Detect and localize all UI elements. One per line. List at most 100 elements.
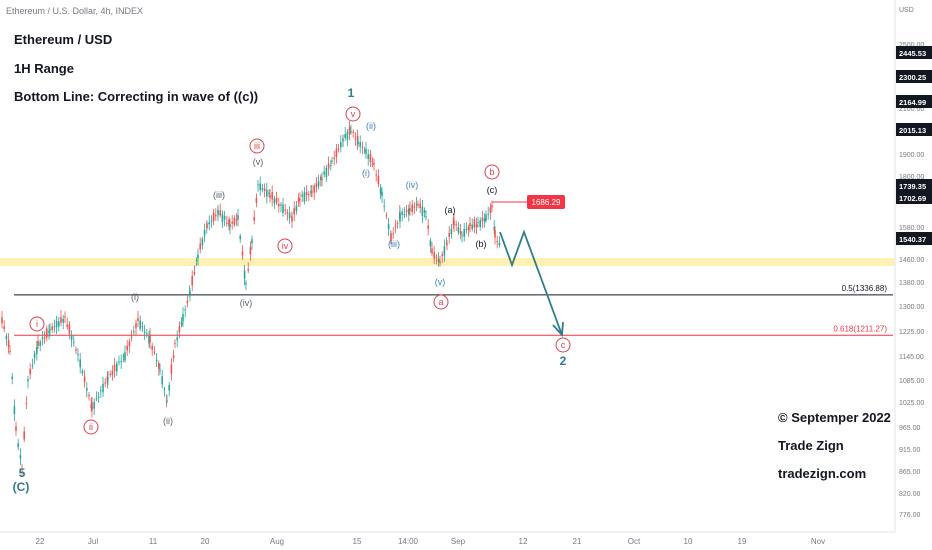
time-tick-label: Sep — [451, 537, 466, 546]
candle-body — [143, 331, 146, 333]
price-tick-label: 1085.00 — [899, 378, 924, 385]
wave-label: (iii) — [388, 239, 400, 249]
candle-body — [359, 142, 361, 147]
candle-body — [237, 215, 239, 220]
candle-body — [199, 243, 201, 250]
candle-body — [408, 208, 410, 215]
candle-body — [55, 320, 58, 328]
candle-body — [375, 174, 377, 176]
wave-label: (a) — [445, 205, 456, 215]
candle-body — [491, 205, 493, 208]
candle-body — [97, 396, 100, 398]
wave-label-circle — [433, 294, 449, 310]
candle-body — [463, 228, 465, 237]
candle-body — [481, 217, 484, 222]
candle-body — [269, 194, 271, 199]
candle-body — [60, 317, 62, 323]
price-tick-label: 2500.00 — [899, 42, 924, 49]
candle-body — [13, 406, 16, 415]
candle-body — [158, 363, 160, 369]
candle-body — [253, 216, 255, 221]
candle-body — [396, 222, 399, 224]
wave-label: (b) — [476, 239, 487, 249]
candle-body — [245, 282, 247, 285]
candle-body — [377, 175, 380, 185]
price-badge-text: 2445.53 — [899, 49, 926, 58]
candle-body — [417, 204, 419, 206]
price-tick-label: 1300.00 — [899, 304, 924, 311]
candle-body — [331, 160, 333, 162]
candle-body — [333, 157, 335, 159]
candle-body — [450, 228, 453, 235]
candle-body — [113, 364, 116, 371]
price-badge-text: 2300.25 — [899, 73, 926, 82]
candle-body — [392, 233, 394, 235]
price-badge-text: 1540.37 — [899, 235, 926, 244]
projection-arrowhead — [552, 321, 564, 338]
candle-body — [337, 148, 340, 150]
price-badge — [896, 191, 932, 204]
candle-body — [303, 192, 306, 202]
candle-body — [137, 317, 139, 321]
candle-body — [81, 370, 84, 374]
wave-label: (i) — [131, 292, 139, 302]
candle-body — [394, 225, 397, 227]
candle-body — [107, 377, 109, 379]
candle-body — [435, 256, 438, 258]
candle-body — [485, 214, 487, 221]
price-tick-label: 1580.00 — [899, 225, 924, 232]
wave-label: (i) — [362, 168, 370, 178]
candle-body — [46, 328, 48, 338]
candle-body — [327, 163, 330, 169]
candle-body — [17, 443, 19, 448]
candle-body — [293, 208, 295, 215]
candle-body — [284, 209, 286, 211]
price-tick-label: 1380.00 — [899, 280, 924, 287]
candle-body — [235, 219, 238, 221]
candle-body — [104, 382, 106, 384]
candle-body — [111, 370, 114, 376]
time-tick-label: 19 — [738, 537, 747, 546]
candle-body — [83, 376, 86, 383]
candle-body — [130, 336, 133, 338]
time-tick-label: 10 — [684, 537, 693, 546]
candle-body — [37, 340, 39, 347]
copyright-text: © Septemper 2022 — [778, 410, 891, 425]
candle-body — [437, 258, 440, 262]
fib-level-label: 0.5(1336.88) — [842, 284, 888, 293]
marked-price-text: 1686.29 — [532, 198, 561, 207]
candle-body — [465, 228, 468, 230]
candle-body — [310, 190, 312, 194]
price-badge-text: 1739.35 — [899, 182, 926, 191]
candle-body — [66, 324, 68, 327]
candle-body — [308, 194, 310, 196]
wave-label: (iv) — [240, 298, 253, 308]
wave-label: (v) — [435, 277, 446, 287]
candle-body — [473, 219, 476, 228]
candle-body — [53, 326, 56, 328]
candle-body — [249, 246, 252, 255]
candle-body — [233, 217, 236, 225]
candle-body — [411, 204, 413, 213]
price-tick-label: 965.00 — [899, 425, 921, 432]
candle-body — [445, 242, 448, 244]
wave-label-circle — [249, 138, 265, 154]
price-badge — [896, 95, 932, 108]
candle-body — [126, 345, 128, 351]
wave-label: (C) — [13, 480, 30, 494]
time-tick-label: 21 — [573, 537, 582, 546]
candle-body — [180, 321, 183, 326]
candle-body — [311, 191, 313, 193]
candle-body — [223, 216, 226, 220]
price-tick-label: 915.00 — [899, 447, 921, 454]
candle-body — [433, 252, 435, 259]
candle-body — [201, 238, 204, 246]
time-tick-label: 20 — [201, 537, 210, 546]
candle-body — [342, 140, 344, 142]
bottom-line-note: Bottom Line: Correcting in wave of ((c)) — [14, 89, 259, 104]
candle-body — [109, 373, 111, 375]
candle-body — [3, 326, 5, 329]
candle-body — [361, 147, 364, 149]
wave-label: ii — [89, 422, 93, 432]
